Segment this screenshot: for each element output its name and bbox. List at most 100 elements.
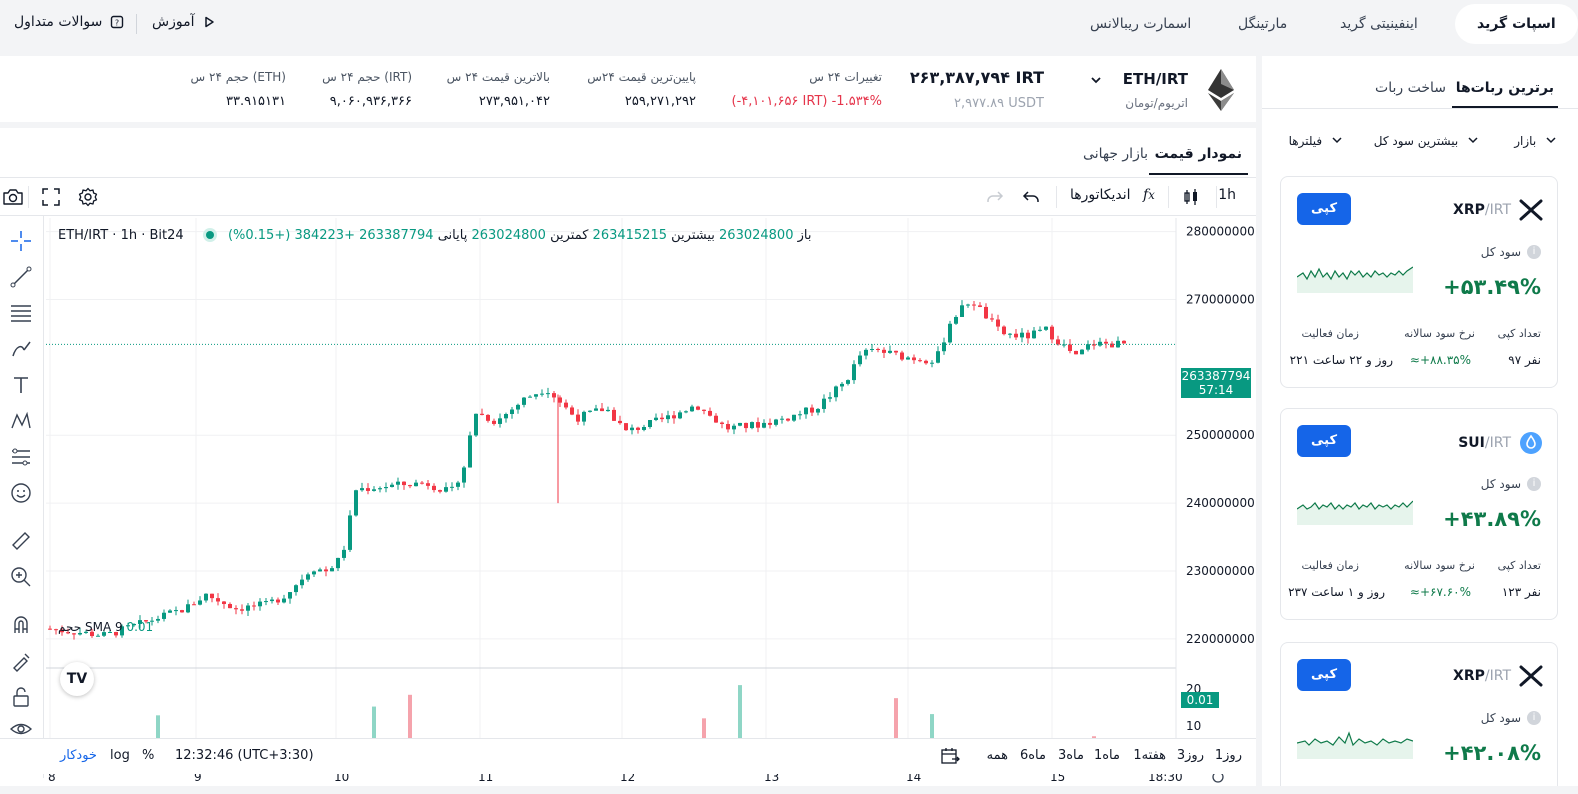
range-1m[interactable]: 1ماه — [1094, 748, 1120, 763]
copy-button[interactable]: کپی — [1297, 425, 1351, 457]
percent-toggle[interactable]: % — [142, 748, 154, 763]
candle-body — [1056, 339, 1060, 344]
candle-body — [966, 305, 970, 306]
info-icon[interactable]: i — [1527, 245, 1541, 259]
tab-global-market[interactable]: بازار جهانی — [1083, 146, 1148, 162]
legend-high-label: بیشترین — [671, 228, 715, 243]
range-1d[interactable]: 1روز — [1215, 748, 1242, 763]
stat-label: بالاترین قیمت ۲۴ س — [447, 70, 550, 84]
range-1w[interactable]: 1هفته — [1133, 748, 1166, 763]
tab-spot-grid[interactable]: اسپات گرید — [1455, 4, 1578, 44]
candle-body — [864, 350, 868, 356]
crosshair-icon[interactable] — [8, 228, 34, 254]
bot-coin: XRP — [1453, 202, 1485, 218]
range-3m[interactable]: 3ماه — [1058, 748, 1084, 763]
range-3d[interactable]: 3روز — [1177, 748, 1204, 763]
candle-body — [366, 488, 370, 491]
text-tool-icon[interactable] — [8, 372, 34, 398]
y-tick-label: 250000000 — [1186, 428, 1255, 442]
price-chart[interactable]: 2800000002700000002500000002400000002300… — [46, 218, 1256, 794]
tab-smart-rebalance[interactable]: اسمارت ریبالانس — [1068, 4, 1213, 44]
range-all[interactable]: همه — [987, 748, 1008, 763]
xrp-logo-icon — [1519, 199, 1543, 221]
candle-body — [1104, 342, 1108, 344]
magnet-icon[interactable] — [8, 612, 34, 638]
faq-link[interactable]: سوالات متداول ? — [14, 14, 124, 30]
candle-body — [252, 605, 256, 606]
settings-icon[interactable] — [78, 187, 98, 207]
candle-body — [162, 613, 166, 619]
tab-top-bots[interactable]: برترین ربات‌ها — [1456, 80, 1554, 96]
copies-label: تعداد کپی — [1498, 559, 1541, 572]
info-icon[interactable]: i — [1527, 711, 1541, 725]
trend-line-icon[interactable] — [8, 264, 34, 290]
lock-drawing-icon[interactable] — [8, 648, 34, 674]
candle-type-icon[interactable] — [1182, 188, 1200, 206]
brush-icon[interactable] — [8, 336, 34, 362]
fib-icon[interactable] — [8, 300, 34, 326]
stat-label: حجم ۲۴ س (IRT) — [322, 70, 412, 84]
runtime-label: زمان فعالیت — [1301, 559, 1359, 572]
clock-display[interactable]: 12:32:46 (UTC+3:30) — [175, 748, 314, 763]
ruler-icon[interactable] — [8, 528, 34, 554]
copy-button[interactable]: کپی — [1297, 193, 1351, 225]
volume-legend: حجم SMA 9 0.01 — [58, 620, 153, 634]
candle-body — [474, 414, 478, 436]
profit-label-text: سود کل — [1481, 477, 1521, 491]
prediction-icon[interactable] — [8, 444, 34, 470]
indicators-button[interactable]: اندیکاتورها fx — [1070, 187, 1155, 203]
runtime-value: ۲۲۱ روز و ۲۲ ساعت — [1290, 353, 1393, 367]
candle-body — [834, 386, 838, 397]
candle-body — [414, 483, 418, 487]
chart-legend: ETH/IRT · 1h · Bit24 باز 263024800 بیشتر… — [58, 228, 811, 243]
tab-price-chart[interactable]: نمودار قیمت — [1155, 146, 1242, 162]
fullscreen-icon[interactable] — [42, 188, 60, 206]
sort-filter[interactable]: بیشترین سود کل — [1374, 134, 1478, 158]
candle-body — [744, 423, 748, 428]
candle-body — [198, 600, 202, 604]
ticker-bar: ETH/IRT اتریوم/تومان ۲۶۳,۳۸۷,۷۹۴ IRT ۲,۹… — [0, 56, 1256, 128]
candle-body — [228, 604, 232, 608]
candle-body — [330, 568, 334, 571]
candle-body — [678, 412, 682, 418]
tab-create-bot[interactable]: ساخت ربات — [1375, 80, 1446, 96]
total-profit: +۴۲.۰۸% — [1443, 741, 1541, 765]
copy-button[interactable]: کپی — [1297, 659, 1351, 691]
undo-icon[interactable] — [1022, 190, 1040, 204]
copies-count: ۹۷ نفر — [1508, 353, 1541, 367]
interval-button[interactable]: 1h — [1218, 187, 1236, 203]
tutorial-link[interactable]: آموزش — [152, 14, 216, 30]
auto-scale-toggle[interactable]: خودکار — [60, 748, 97, 763]
candle-body — [258, 602, 262, 607]
market-filter[interactable]: بازار — [1514, 134, 1556, 158]
range-6m[interactable]: 6ماه — [1020, 748, 1046, 763]
tab-martingale[interactable]: مارتینگل — [1216, 4, 1309, 44]
zoom-in-icon[interactable] — [8, 564, 34, 590]
ethereum-logo-icon — [1206, 68, 1236, 112]
candle-body — [480, 414, 484, 415]
candle-body — [702, 410, 706, 411]
filters-button[interactable]: فیلترها — [1289, 134, 1342, 158]
emoji-icon[interactable] — [8, 480, 34, 506]
live-dot-icon — [206, 231, 214, 239]
pair-selector[interactable]: ETH/IRT اتریوم/تومان — [1076, 68, 1236, 116]
bot-quote: /IRT — [1485, 668, 1511, 684]
candle-body — [180, 610, 184, 612]
candle-body — [426, 483, 430, 486]
log-toggle[interactable]: log — [110, 748, 130, 763]
pattern-icon[interactable] — [8, 408, 34, 434]
tab-infinity-grid[interactable]: اینفینیتی گرید — [1318, 4, 1440, 44]
total-profit: +۴۳.۸۹% — [1443, 507, 1541, 531]
candle-body — [684, 411, 688, 412]
unlock-icon[interactable] — [8, 684, 34, 710]
camera-icon[interactable] — [2, 188, 24, 206]
redo-icon[interactable] — [986, 190, 1004, 204]
faq-label: سوالات متداول — [14, 14, 102, 30]
candle-body — [798, 414, 802, 415]
goto-date-icon[interactable] — [940, 747, 960, 765]
info-icon[interactable]: i — [1527, 477, 1541, 491]
